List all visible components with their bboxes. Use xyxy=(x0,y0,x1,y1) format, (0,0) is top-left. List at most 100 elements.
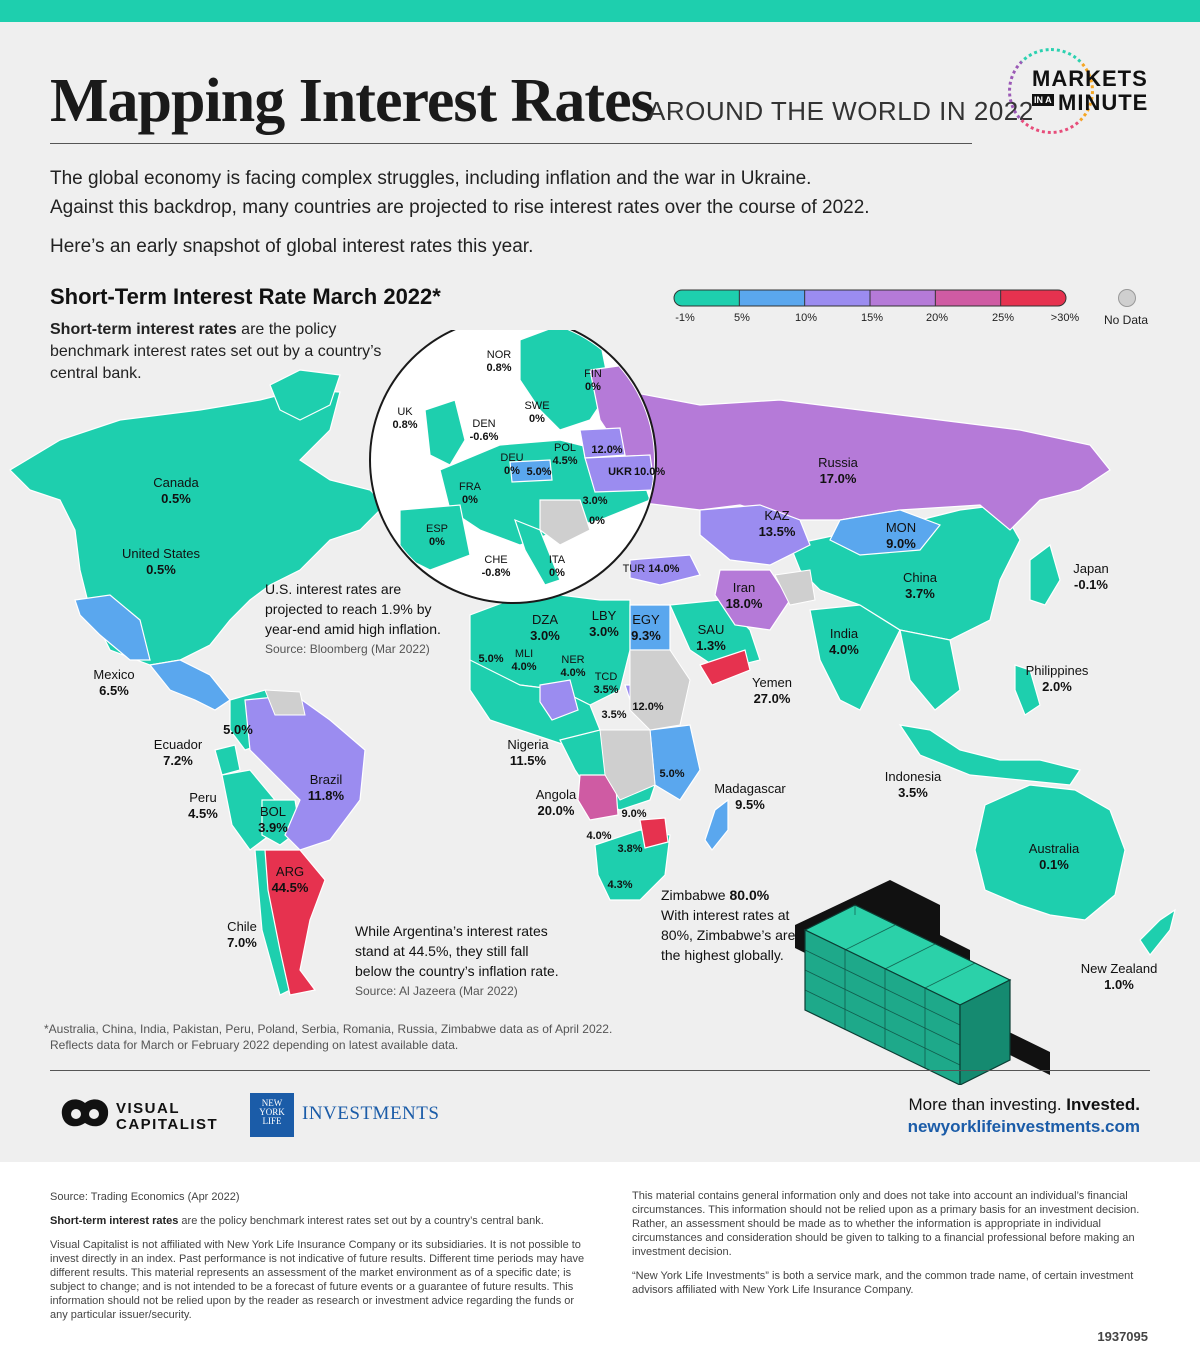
zim-note-title: Zimbabwe 80.0% xyxy=(661,887,770,903)
map-title: Short-Term Interest Rate March 2022* xyxy=(50,284,441,309)
label-fin: FIN 0% xyxy=(584,368,602,393)
label-madagascar: Madagascar 9.5% xyxy=(714,781,786,812)
arg-note-line: stand at 44.5%, they still fall xyxy=(355,943,529,959)
label-ner: NER 4.0% xyxy=(560,654,586,679)
label-cze: 5.0% xyxy=(526,466,552,478)
world-map xyxy=(9,330,1176,996)
nyl-logo-box[interactable]: NEW YORK LIFE xyxy=(250,1093,294,1137)
label-arg: ARG 44.5% xyxy=(271,864,309,895)
label-china: China 3.7% xyxy=(903,570,937,601)
ecuador-shape xyxy=(214,744,241,776)
label-ecuador: Ecuador 7.2% xyxy=(153,737,203,768)
balkans-shape xyxy=(539,499,591,546)
label-che: CHE -0.8% xyxy=(481,554,511,579)
label-ukr: UKR xyxy=(608,466,632,478)
label-eth: 12.0% xyxy=(632,701,664,713)
us-note-line: year-end amid high inflation. xyxy=(265,621,441,637)
title-divider xyxy=(50,143,972,144)
label-canada: Canada 0.5% xyxy=(153,475,199,506)
label-esp: ESP 0% xyxy=(425,523,449,548)
label-mar: 5.0% xyxy=(478,653,504,665)
legend-scale xyxy=(673,289,1067,307)
arg-note-line: below the country’s inflation rate. xyxy=(355,963,559,979)
iran-shape xyxy=(714,569,791,631)
label-nor: NOR 0.8% xyxy=(486,349,512,374)
label-bol: BOL 3.9% xyxy=(258,804,288,835)
label-egy: EGY 9.3% xyxy=(631,612,661,643)
footnote-line: *Australia, China, India, Pakistan, Peru… xyxy=(44,1022,613,1036)
page-title: Mapping Interest Rates xyxy=(50,67,655,135)
brazil-shape xyxy=(244,694,366,851)
no-data-venezuela xyxy=(264,689,306,716)
footer xyxy=(0,1162,1200,1368)
label-dza: DZA 3.0% xyxy=(530,612,560,643)
top-accent-bar xyxy=(0,0,1200,22)
us-note-source: Source: Bloomberg (Mar 2022) xyxy=(265,642,430,656)
footnote-line: Reflects data for March or February 2022… xyxy=(50,1038,459,1052)
logo-ring-icon xyxy=(1008,48,1094,134)
label-uk: UK 0.8% xyxy=(392,406,418,431)
legend-tick: 20% xyxy=(925,312,949,324)
legend-tick: 5% xyxy=(734,312,750,324)
footer-definition: Short-term interest rates are the policy… xyxy=(50,1215,544,1227)
page-subtitle: AROUND THE WORLD IN 2022 xyxy=(648,96,1034,126)
madagascar-shape xyxy=(704,798,729,852)
logo-in-a: IN A xyxy=(1032,94,1054,106)
legend-swatch xyxy=(739,290,806,306)
label-us: United States 0.5% xyxy=(121,546,201,577)
legend-swatch xyxy=(935,290,1002,306)
kazakhstan-shape xyxy=(699,504,811,566)
legend-outline xyxy=(673,289,1067,307)
label-zaf: 4.3% xyxy=(607,879,633,891)
footer-left-column: Source: Trading Economics (Apr 2022) Sho… xyxy=(50,1190,590,1332)
label-deu: DEU 0% xyxy=(500,452,524,477)
vc-mark-icon xyxy=(61,1099,109,1127)
no-data-label: No Data xyxy=(1104,313,1149,327)
markets-in-a-minute-logo: MARKETS IN A MINUTE xyxy=(1008,48,1148,134)
mexico-shape xyxy=(74,594,151,661)
footer-disclaimer: This material contains general informati… xyxy=(632,1190,1140,1258)
footer-source: Source: Trading Economics (Apr 2022) xyxy=(50,1191,240,1203)
vc-wordmark: VISUAL CAPITALIST xyxy=(116,1100,219,1133)
legend-swatch xyxy=(804,290,871,306)
label-india: India 4.0% xyxy=(829,626,859,657)
intro-line-2: Against this backdrop, many countries ar… xyxy=(50,197,870,218)
zim-note-line: With interest rates at xyxy=(661,907,790,923)
intro-line-3: Here’s an early snapshot of global inter… xyxy=(50,236,534,257)
label-kaz: KAZ 13.5% xyxy=(758,508,796,539)
label-chile: Chile 7.0% xyxy=(227,919,257,950)
label-lby: LBY 3.0% xyxy=(589,608,619,639)
no-data-congo xyxy=(599,729,656,801)
arg-note-source: Source: Al Jazeera (Mar 2022) xyxy=(355,984,518,998)
label-mon: MON 9.0% xyxy=(885,520,917,551)
footer-right-column: This material contains general informati… xyxy=(632,1189,1152,1307)
map-description-text: are the policy benchmark interest rates … xyxy=(50,321,382,382)
label-zmb: 9.0% xyxy=(621,808,647,820)
argentina-annotation: While Argentina’s interest rates stand a… xyxy=(355,921,559,1001)
arg-note-line: While Argentina’s interest rates xyxy=(355,923,548,939)
uk-shape xyxy=(424,399,466,466)
footer-disclaimer: Visual Capitalist is not affiliated with… xyxy=(50,1239,585,1321)
belarus-shape xyxy=(579,427,626,459)
zim-note-line: the highest globally. xyxy=(661,947,784,963)
visual-capitalist-logo[interactable]: VISUAL CAPITALIST xyxy=(60,1095,230,1137)
label-sau: SAU 1.3% xyxy=(696,622,726,653)
mongolia-shape xyxy=(829,509,941,556)
label-bgr: 0% xyxy=(589,515,605,527)
label-peru: Peru 4.5% xyxy=(188,790,218,821)
east-africa-shape xyxy=(649,724,701,801)
label-yemen: Yemen 27.0% xyxy=(752,675,792,706)
nigeria-shape xyxy=(539,679,579,721)
turkey-shape xyxy=(629,554,701,586)
website-link[interactable]: newyorklifeinvestments.com xyxy=(907,1117,1140,1136)
label-nz: New Zealand 1.0% xyxy=(1080,961,1158,992)
argentina-shape xyxy=(264,849,326,996)
label-nigeria: Nigeria 11.5% xyxy=(507,737,549,768)
nyl-investments-wordmark: INVESTMENTS xyxy=(302,1103,440,1124)
data-footnote: *Australia, China, India, Pakistan, Peru… xyxy=(44,1021,612,1053)
zimbabwe-annotation: Zimbabwe 80.0% With interest rates at 80… xyxy=(661,885,795,965)
label-mexico: Mexico 6.5% xyxy=(93,667,135,698)
se-asia-shape xyxy=(899,629,961,711)
indonesia-shape xyxy=(898,724,1081,786)
tagline: More than investing. Invested. xyxy=(908,1095,1140,1114)
